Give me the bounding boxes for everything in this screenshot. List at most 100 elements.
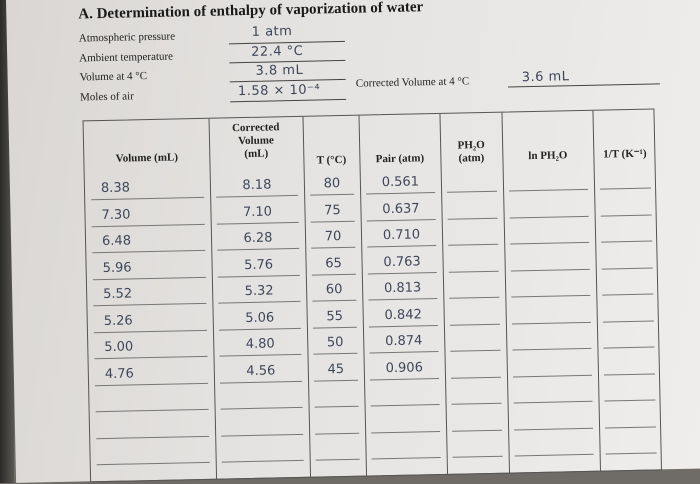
row-rule xyxy=(216,221,299,225)
row-rule xyxy=(92,249,206,254)
header-temperature: T (°C) xyxy=(316,153,347,167)
row-rule xyxy=(450,349,501,352)
row-rule xyxy=(368,324,438,327)
row-rule xyxy=(452,455,503,458)
row-rule xyxy=(510,268,590,271)
row-rule xyxy=(314,379,359,382)
row-rule xyxy=(605,452,657,455)
corrected-volume-label: Corrected Volume at 4 °C xyxy=(355,75,470,90)
row-rule xyxy=(368,298,438,301)
table-cell: 6.28 xyxy=(243,230,273,247)
table-cell: 4.76 xyxy=(104,365,134,382)
row-rule xyxy=(311,273,356,276)
table-cell: 5.32 xyxy=(244,283,274,300)
table-cell: 8.18 xyxy=(242,177,272,194)
row-rule xyxy=(96,435,210,439)
moles-of-air-line xyxy=(230,98,347,103)
row-rule xyxy=(312,299,357,302)
header-inverse-temperature: 1/T (K⁻¹) xyxy=(603,147,647,161)
table-cell: 70 xyxy=(324,229,342,245)
column-divider xyxy=(501,112,511,473)
atmospheric-pressure-value: 1 atm xyxy=(251,24,293,40)
table-cell: 0.561 xyxy=(381,174,420,191)
row-rule xyxy=(513,400,593,404)
table-cell: 0.906 xyxy=(385,359,424,376)
atmospheric-pressure-label: Atmospheric pressure xyxy=(78,30,176,45)
row-rule xyxy=(367,245,437,248)
row-rule xyxy=(448,243,499,246)
table-cell: 5.96 xyxy=(102,259,132,276)
row-rule xyxy=(450,376,502,379)
table-cell: 8.38 xyxy=(100,180,131,197)
table-cell: 80 xyxy=(323,176,341,192)
row-rule xyxy=(603,346,655,349)
row-rule xyxy=(315,458,360,461)
row-rule xyxy=(310,220,355,223)
moles-of-air-value: 1.58 × 10⁻⁴ xyxy=(237,82,321,100)
worksheet-paper: A. Determination of enthalpy of vaporiza… xyxy=(6,0,700,483)
volume-at-4c-value: 3.8 mL xyxy=(255,62,304,79)
volume-at-4c-line xyxy=(229,78,346,83)
table-cell: 0.874 xyxy=(384,333,423,350)
row-rule xyxy=(449,323,500,326)
table-cell: 5.76 xyxy=(243,256,274,273)
table-cell: 5.26 xyxy=(103,312,133,329)
row-rule xyxy=(92,276,206,280)
table-cell: 7.10 xyxy=(242,203,273,220)
row-rule xyxy=(218,300,301,304)
table-cell: 4.56 xyxy=(246,362,276,379)
table-rows: 8.38 8.18 80 0.561 7.30 7.10 75 0.637 6.48 6.28 70… xyxy=(84,109,657,466)
table-cell: 45 xyxy=(327,361,345,377)
table-cell: 0.710 xyxy=(382,227,421,244)
row-rule xyxy=(447,217,498,220)
row-rule xyxy=(94,355,208,360)
row-rule xyxy=(371,430,441,433)
row-rule xyxy=(605,425,657,429)
row-rule xyxy=(369,351,439,354)
row-rule xyxy=(221,433,304,437)
row-rule xyxy=(311,246,356,249)
table-cell: 0.763 xyxy=(383,253,421,270)
row-rule xyxy=(366,192,436,195)
header-ln-ph2o: ln PH₂O xyxy=(528,149,568,163)
row-rule xyxy=(514,427,594,430)
row-rule xyxy=(371,456,441,460)
row-rule xyxy=(313,352,358,355)
table-cell: 0.637 xyxy=(382,200,420,217)
row-rule xyxy=(95,408,209,413)
row-rule xyxy=(449,296,500,299)
row-rule xyxy=(514,453,594,457)
row-rule xyxy=(216,194,299,198)
row-rule xyxy=(452,429,503,432)
row-rule xyxy=(91,223,205,227)
table-cell: 4.80 xyxy=(245,336,275,353)
row-rule xyxy=(91,196,205,201)
table-cell: 5.06 xyxy=(245,309,275,326)
corrected-volume-value: 3.6 mL xyxy=(521,69,570,86)
row-rule xyxy=(367,271,437,274)
row-rule xyxy=(602,293,654,296)
row-rule xyxy=(512,347,592,351)
row-rule xyxy=(512,374,592,377)
row-rule xyxy=(451,402,502,405)
row-rule xyxy=(219,353,302,357)
table-cell: 50 xyxy=(326,335,344,351)
row-rule xyxy=(310,193,355,196)
table-cell: 60 xyxy=(325,282,343,298)
row-rule xyxy=(220,380,303,384)
table-cell: 5.52 xyxy=(103,286,133,303)
row-rule xyxy=(370,377,440,380)
row-rule xyxy=(600,187,652,190)
row-rule xyxy=(314,405,359,408)
row-rule xyxy=(366,218,436,221)
row-rule xyxy=(604,399,656,402)
header-pair: Pair (atm) xyxy=(375,152,425,166)
row-rule xyxy=(370,404,440,407)
row-rule xyxy=(603,372,655,376)
row-rule xyxy=(93,329,207,333)
row-rule xyxy=(218,327,301,331)
row-rule xyxy=(602,320,654,323)
row-rule xyxy=(601,240,653,243)
ambient-temperature-value: 22.4 °C xyxy=(250,43,304,60)
row-rule xyxy=(601,267,653,270)
